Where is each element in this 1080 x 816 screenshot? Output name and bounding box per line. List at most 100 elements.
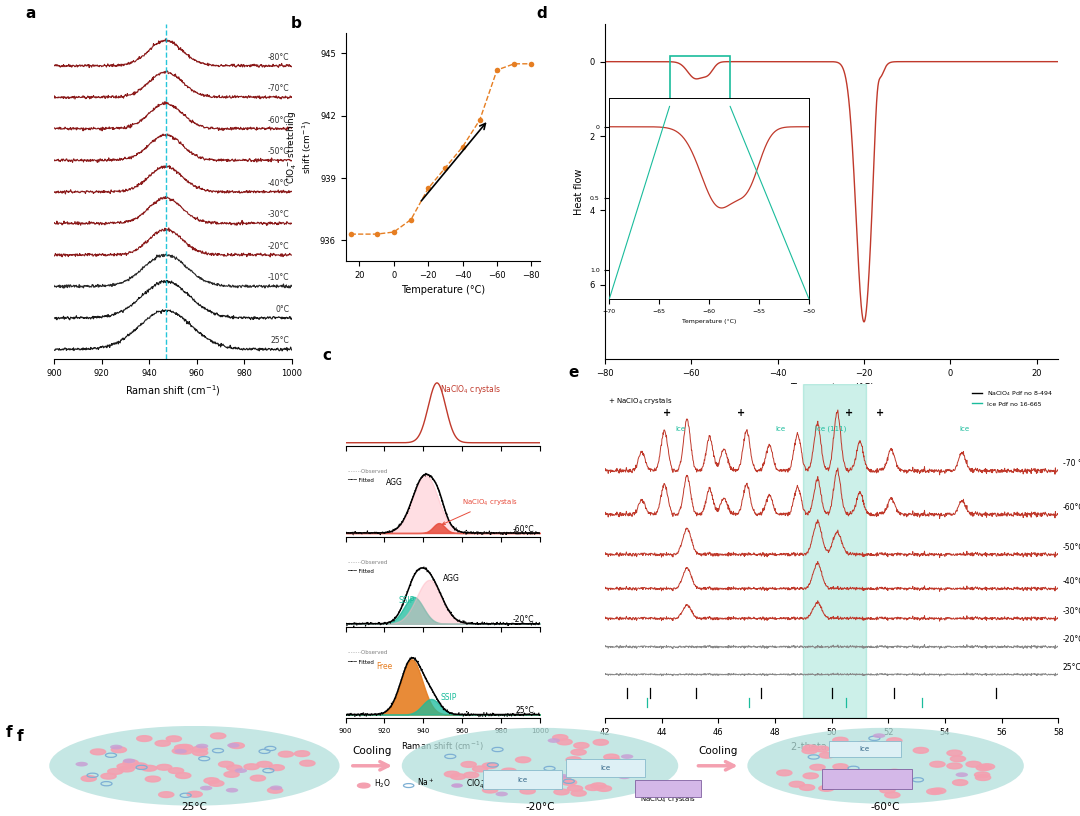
Circle shape <box>573 743 589 748</box>
Circle shape <box>879 750 892 754</box>
Circle shape <box>845 750 856 755</box>
Circle shape <box>177 744 192 750</box>
Circle shape <box>521 788 536 794</box>
Circle shape <box>123 760 138 765</box>
Circle shape <box>557 739 572 745</box>
Circle shape <box>211 733 226 738</box>
Text: -20°C: -20°C <box>1063 635 1080 644</box>
Text: e: e <box>568 365 579 379</box>
Circle shape <box>81 775 96 782</box>
Text: -40°C: -40°C <box>1063 577 1080 586</box>
Circle shape <box>450 774 465 779</box>
Text: Cooling: Cooling <box>353 746 392 756</box>
Circle shape <box>850 745 865 751</box>
Circle shape <box>176 773 191 778</box>
Circle shape <box>168 768 184 774</box>
Circle shape <box>132 763 147 769</box>
Circle shape <box>621 765 636 771</box>
Text: +: + <box>845 408 853 419</box>
Circle shape <box>505 782 521 787</box>
Circle shape <box>483 787 498 793</box>
FancyBboxPatch shape <box>828 742 901 757</box>
Circle shape <box>604 754 619 760</box>
Text: -60°C: -60°C <box>1063 503 1080 512</box>
Text: -30°C: -30°C <box>1063 606 1080 615</box>
Circle shape <box>873 734 886 738</box>
Circle shape <box>555 777 571 783</box>
Text: -60°C: -60°C <box>513 525 535 534</box>
Text: ········Observed: ········Observed <box>348 560 388 565</box>
Circle shape <box>814 746 829 752</box>
Text: AGG: AGG <box>443 574 460 583</box>
Circle shape <box>618 774 631 779</box>
Circle shape <box>195 743 208 748</box>
Text: Ice: Ice <box>517 777 528 783</box>
Y-axis label: Heat flow: Heat flow <box>575 169 584 215</box>
Text: +: + <box>876 408 883 419</box>
Circle shape <box>513 785 525 790</box>
Circle shape <box>268 787 283 793</box>
Circle shape <box>789 782 805 787</box>
Circle shape <box>879 742 894 747</box>
Circle shape <box>566 756 581 763</box>
Circle shape <box>956 772 968 777</box>
Text: +: + <box>663 408 672 419</box>
FancyBboxPatch shape <box>635 779 701 796</box>
Bar <box>670 56 730 106</box>
Text: -70°C: -70°C <box>268 84 289 93</box>
Circle shape <box>100 774 117 779</box>
Circle shape <box>880 787 895 793</box>
Circle shape <box>927 788 942 795</box>
Circle shape <box>833 764 848 769</box>
Circle shape <box>300 761 315 766</box>
Text: -80°C: -80°C <box>268 53 289 62</box>
Circle shape <box>571 791 586 796</box>
Circle shape <box>208 780 224 787</box>
Circle shape <box>279 752 294 757</box>
X-axis label: Raman shift (cm$^{-1}$): Raman shift (cm$^{-1}$) <box>402 739 484 752</box>
Circle shape <box>91 749 106 755</box>
Circle shape <box>562 779 577 785</box>
Circle shape <box>802 745 819 751</box>
Circle shape <box>585 785 600 791</box>
Circle shape <box>257 761 272 767</box>
Text: -60°C: -60°C <box>870 802 901 812</box>
Text: SSIP: SSIP <box>399 596 415 605</box>
Circle shape <box>123 758 135 763</box>
Circle shape <box>606 758 621 764</box>
Circle shape <box>804 773 819 778</box>
Circle shape <box>980 764 995 769</box>
Text: ─── Fitted: ─── Fitted <box>348 478 375 483</box>
Circle shape <box>177 748 192 754</box>
Text: a: a <box>26 6 36 20</box>
Circle shape <box>110 745 122 749</box>
Circle shape <box>226 787 239 792</box>
Circle shape <box>862 750 875 755</box>
Text: Free: Free <box>377 662 393 671</box>
Circle shape <box>627 765 644 771</box>
Text: 0°C: 0°C <box>275 305 289 314</box>
Circle shape <box>496 792 508 796</box>
Text: -30°C: -30°C <box>268 211 289 220</box>
Circle shape <box>885 792 900 798</box>
X-axis label: 2-theta (Degree): 2-theta (Degree) <box>791 743 873 752</box>
Circle shape <box>975 774 990 780</box>
Bar <box>804 384 866 718</box>
Circle shape <box>966 761 982 767</box>
Circle shape <box>251 775 266 781</box>
Circle shape <box>489 779 504 785</box>
Text: c: c <box>322 348 332 363</box>
Text: 25°C: 25°C <box>270 336 289 345</box>
Text: Ice: Ice <box>600 765 610 771</box>
Text: ········Observed: ········Observed <box>348 650 388 655</box>
Text: Ice: Ice <box>676 426 686 432</box>
Text: +: + <box>737 408 745 419</box>
Circle shape <box>172 748 188 754</box>
Circle shape <box>974 772 989 778</box>
Text: -70 °C: -70 °C <box>1063 459 1080 468</box>
Text: AGG: AGG <box>387 478 403 487</box>
Circle shape <box>295 751 310 756</box>
Circle shape <box>887 769 902 775</box>
Circle shape <box>234 768 247 773</box>
Text: -60°C: -60°C <box>268 116 289 125</box>
